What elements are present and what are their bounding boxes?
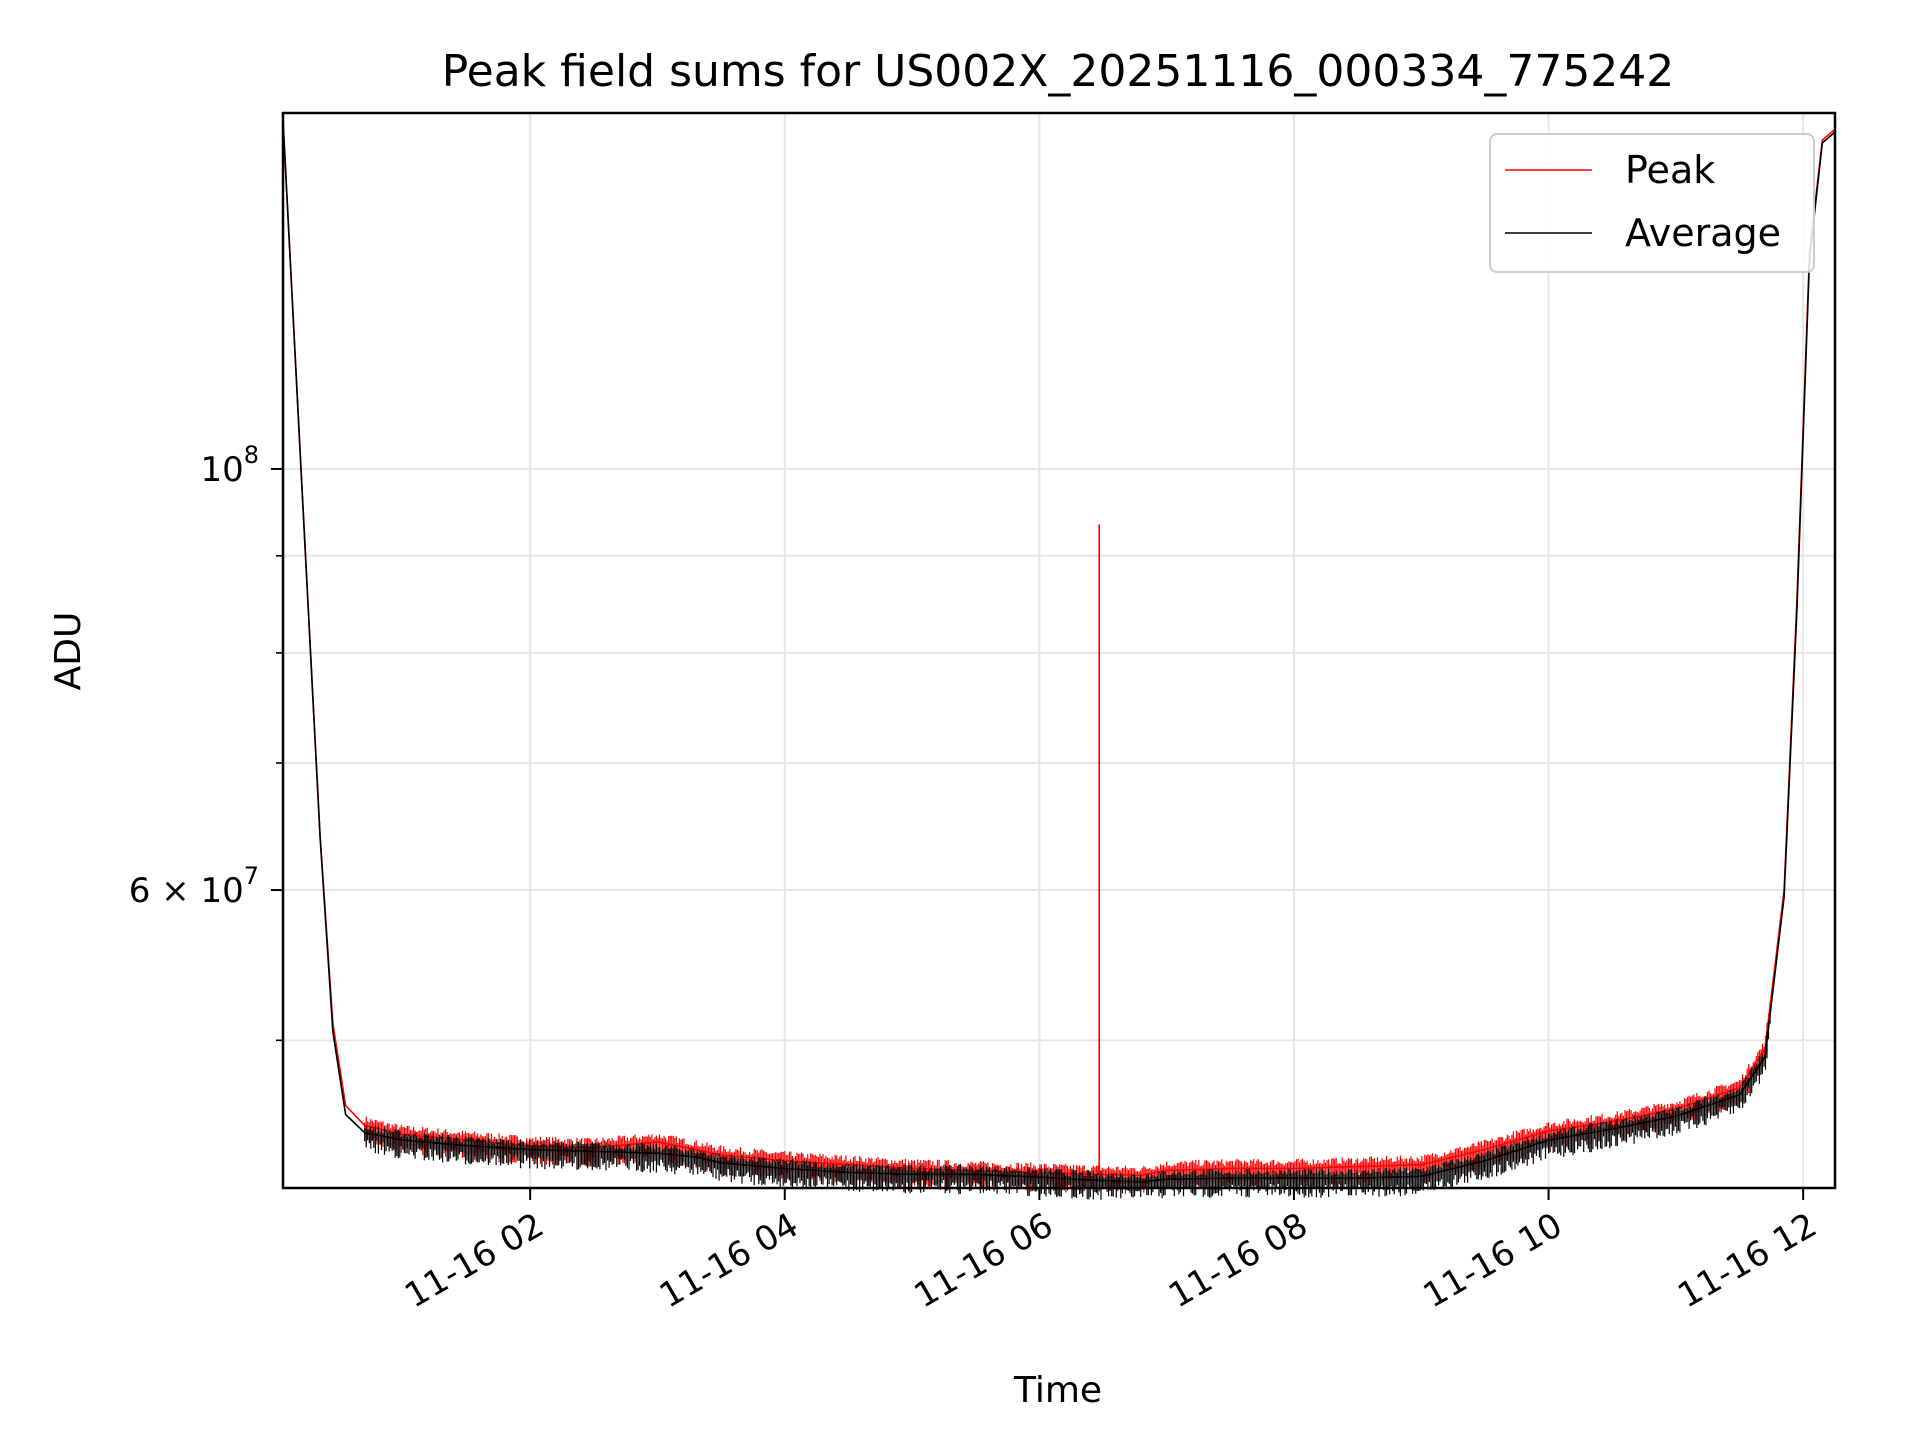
legend-box bbox=[1489, 133, 1815, 273]
legend: Peak Average bbox=[1489, 133, 1815, 273]
gridlines bbox=[283, 113, 1835, 1188]
y-tick-exponent-1: 7 bbox=[244, 862, 259, 890]
chart-title: Peak field sums for US002X_20251116_0003… bbox=[442, 46, 1675, 97]
y-tick-exponent-0: 8 bbox=[244, 441, 259, 469]
y-axis-label: ADU bbox=[48, 612, 89, 691]
legend-label-peak: Peak bbox=[1625, 148, 1715, 192]
series-layer bbox=[282, 123, 1836, 1200]
y-tick-base-1: 6 × 10 bbox=[129, 871, 244, 911]
y-axis-ticks: 108 6 × 107 bbox=[129, 441, 283, 1042]
legend-label-average: Average bbox=[1625, 211, 1781, 255]
y-tick-label-0: 108 bbox=[200, 441, 259, 490]
x-axis-label: Time bbox=[1013, 1370, 1102, 1411]
plot-area-frame bbox=[281, 111, 1837, 1190]
y-tick-base-0: 10 bbox=[200, 450, 243, 490]
series-noise-average bbox=[364, 1009, 1771, 1200]
y-tick-label-1: 6 × 107 bbox=[129, 862, 259, 911]
